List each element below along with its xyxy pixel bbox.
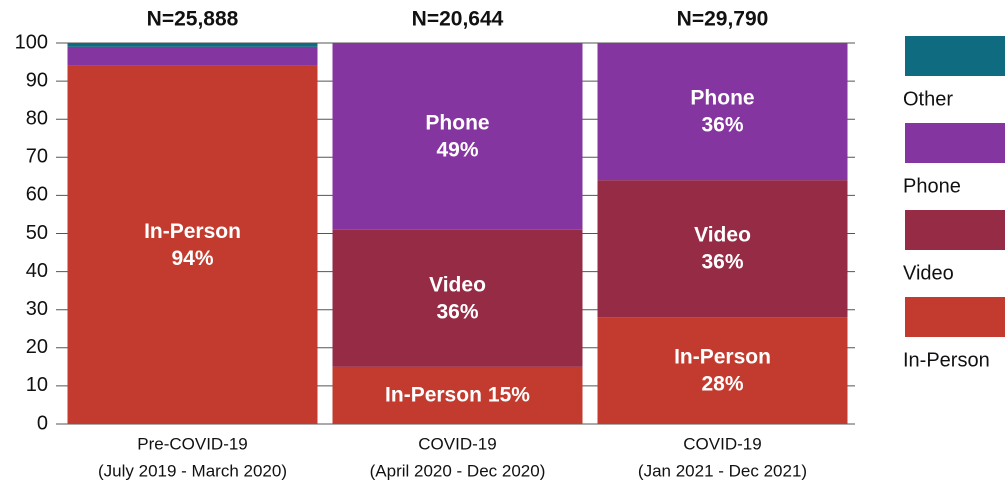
bar-segment <box>332 366 583 424</box>
data-label-value: 28% <box>701 372 743 395</box>
bar-segment <box>67 46 318 66</box>
data-label-name: Phone <box>425 111 489 134</box>
data-label: In-Person 28% <box>674 345 771 395</box>
data-label: In-Person 15% <box>385 383 530 406</box>
y-tick-label: 80 <box>26 107 48 129</box>
y-tick-label: 90 <box>26 69 48 91</box>
data-label-name: Phone <box>690 86 754 109</box>
data-label-value: 36% <box>701 250 743 273</box>
data-label-name: Video <box>694 223 751 246</box>
bar-segment <box>67 43 318 47</box>
x-tick-label: (Jan 2021 - Dec 2021) <box>638 461 807 480</box>
y-tick-label: 30 <box>26 298 48 320</box>
legend-label: Phone <box>903 175 961 197</box>
bar-segment <box>332 43 583 230</box>
data-label-value: 36% <box>701 113 743 136</box>
data-label-value: 15% <box>488 383 530 406</box>
legend-swatch <box>905 210 1005 250</box>
legend-label: In-Person <box>903 349 990 371</box>
legend-swatch <box>905 36 1005 76</box>
data-label-name: In-Person <box>674 345 771 368</box>
data-label-name: Video <box>429 273 486 296</box>
bar-segment <box>597 43 848 181</box>
annotation: N=29,790 <box>677 8 769 31</box>
bar-segment <box>67 65 318 425</box>
bar-segment <box>332 229 583 367</box>
y-tick-label: 100 <box>15 31 48 53</box>
data-label: Phone 49% <box>425 111 489 161</box>
data-label: Phone 36% <box>690 86 754 136</box>
bar-segment <box>597 180 848 318</box>
data-label-value: 36% <box>436 300 478 323</box>
y-tick-label: 70 <box>26 146 48 168</box>
y-tick-label: 50 <box>26 222 48 244</box>
annotation: N=20,644 <box>412 8 504 31</box>
legend-label: Video <box>903 262 954 284</box>
x-tick-label: (April 2020 - Dec 2020) <box>370 461 546 480</box>
y-tick-label: 40 <box>26 260 48 282</box>
bar-segment <box>597 317 848 424</box>
legend-swatch <box>905 297 1005 337</box>
legend-swatch <box>905 123 1005 163</box>
annotation: N=25,888 <box>147 8 239 31</box>
data-label: Video 36% <box>694 223 751 273</box>
data-label: Video 36% <box>429 273 486 323</box>
x-tick-label: Pre-COVID-19 <box>137 434 248 453</box>
x-tick-label: COVID-19 <box>418 434 496 453</box>
x-tick-label: (July 2019 - March 2020) <box>98 461 287 480</box>
data-label-value: 94% <box>171 246 213 269</box>
y-tick-label: 60 <box>26 184 48 206</box>
data-label-name: In-Person <box>144 219 241 242</box>
y-tick-label: 0 <box>37 412 48 434</box>
legend-label: Other <box>903 88 953 110</box>
data-label-value: 49% <box>436 138 478 161</box>
data-label-name: In-Person <box>385 383 482 406</box>
y-tick-label: 20 <box>26 336 48 358</box>
x-tick-label: COVID-19 <box>683 434 761 453</box>
data-label: In-Person 94% <box>144 219 241 269</box>
y-tick-label: 10 <box>26 374 48 396</box>
